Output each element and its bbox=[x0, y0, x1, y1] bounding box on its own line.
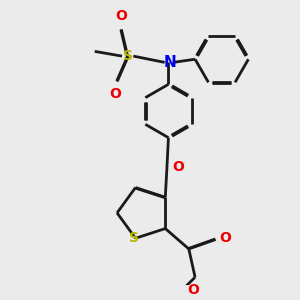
Text: O: O bbox=[172, 160, 184, 174]
Text: N: N bbox=[164, 55, 176, 70]
Text: S: S bbox=[129, 231, 139, 245]
Text: O: O bbox=[116, 9, 127, 23]
Text: O: O bbox=[109, 88, 121, 101]
Text: S: S bbox=[123, 49, 133, 63]
Text: O: O bbox=[188, 283, 200, 297]
Text: O: O bbox=[219, 231, 231, 245]
